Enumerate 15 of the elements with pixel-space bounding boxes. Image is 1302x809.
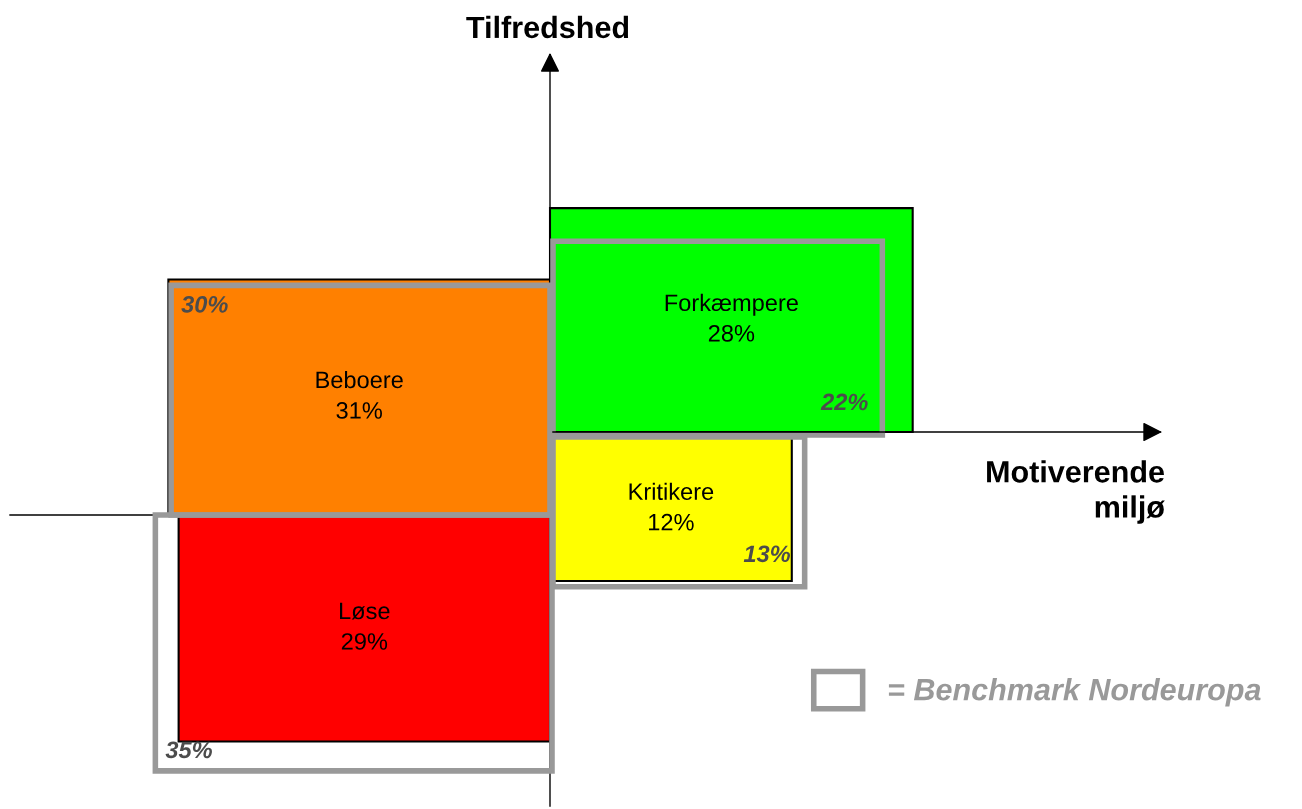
text: Motiverende miljø — [987, 460, 1165, 524]
category-label: Forkæmpere — [665, 293, 798, 316]
category-label: Løse — [340, 602, 390, 620]
data-label: 35% — [165, 741, 212, 759]
data-label: 13% — [743, 545, 791, 563]
category-label: Beboere — [316, 370, 403, 389]
data-label: 22% — [820, 393, 868, 411]
category-label: Kritikere — [629, 482, 714, 501]
data-label: 12% — [649, 513, 694, 531]
legend-label: = Benchmark Nordeuropa — [888, 677, 1261, 707]
data-label: 28% — [708, 324, 755, 342]
text: Tilfredshed — [466, 15, 629, 39]
data-label: 31% — [336, 402, 382, 419]
data-label: 29% — [341, 633, 388, 650]
data-label: 30% — [181, 296, 228, 313]
